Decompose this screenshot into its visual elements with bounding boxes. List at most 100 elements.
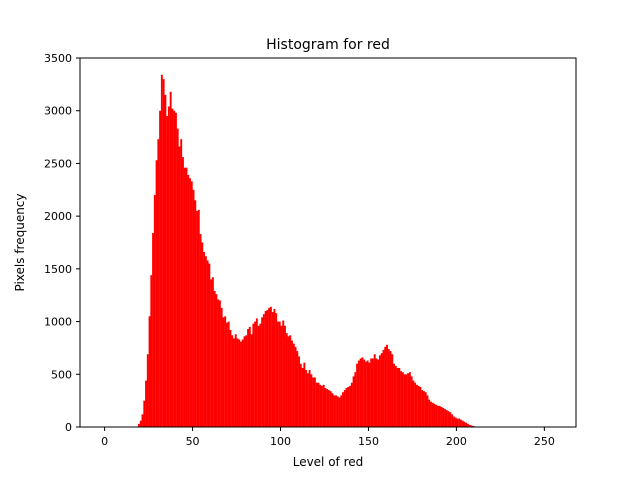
histogram-bar bbox=[440, 406, 443, 427]
histogram-bar bbox=[444, 409, 446, 427]
histogram-bar bbox=[428, 399, 431, 427]
histogram-bar bbox=[315, 382, 318, 427]
histogram-bar bbox=[266, 309, 269, 427]
histogram-bar bbox=[393, 363, 395, 427]
histogram-bar bbox=[371, 358, 374, 427]
histogram-bar bbox=[377, 359, 380, 427]
histogram-bar bbox=[155, 160, 158, 427]
histogram-bar bbox=[396, 367, 399, 427]
histogram-bar bbox=[178, 146, 181, 427]
axes-frame bbox=[79, 57, 577, 428]
histogram-bar bbox=[449, 412, 452, 427]
histogram-bar bbox=[157, 139, 160, 427]
histogram-bar bbox=[312, 377, 315, 427]
histogram-bar bbox=[394, 365, 397, 427]
histogram-bar bbox=[470, 425, 473, 427]
y-tick-label: 0 bbox=[65, 421, 72, 434]
histogram-bar bbox=[333, 395, 336, 427]
histogram-bar bbox=[197, 209, 200, 427]
histogram-bar bbox=[463, 421, 466, 427]
histogram-bar bbox=[407, 373, 410, 427]
histogram-bar bbox=[415, 384, 418, 427]
histogram-bar bbox=[164, 94, 167, 428]
histogram-bar bbox=[208, 263, 211, 427]
histogram-bar bbox=[422, 391, 425, 427]
histogram-bar bbox=[313, 377, 316, 427]
y-axis-ticks: 0 500 1000 1500 2000 2500 3000 3500 bbox=[44, 52, 80, 434]
histogram-bar bbox=[465, 422, 468, 427]
histogram-bar bbox=[331, 393, 334, 427]
histogram-bar bbox=[222, 317, 225, 427]
histogram-bar bbox=[299, 363, 302, 427]
histogram-bar bbox=[234, 334, 237, 427]
y-tick-label: 1500 bbox=[44, 263, 72, 276]
histogram-bar bbox=[335, 395, 337, 427]
histogram-bar bbox=[454, 417, 457, 427]
histogram-bar bbox=[174, 112, 177, 427]
histogram-bar bbox=[225, 322, 228, 427]
histogram-bar bbox=[468, 424, 471, 427]
histogram-bar bbox=[146, 354, 149, 427]
histogram-bar bbox=[206, 260, 209, 427]
histogram-bar bbox=[319, 384, 322, 427]
histogram-bar bbox=[456, 418, 459, 427]
histogram-bar bbox=[189, 178, 191, 427]
histogram-bar bbox=[419, 386, 422, 427]
histogram-bar bbox=[152, 233, 155, 427]
histogram-bar bbox=[386, 344, 388, 427]
histogram-bar bbox=[247, 328, 249, 427]
histogram-bar bbox=[233, 338, 235, 427]
histogram-bar bbox=[159, 110, 162, 428]
x-tick-label: 200 bbox=[446, 435, 467, 448]
histogram-bar bbox=[240, 341, 242, 427]
histogram-bar bbox=[173, 110, 176, 428]
histogram-bar bbox=[414, 382, 417, 427]
histogram-bar bbox=[382, 350, 385, 427]
histogram-bar bbox=[236, 338, 239, 427]
histogram-bar bbox=[412, 380, 415, 427]
histogram-bar bbox=[287, 336, 290, 427]
histogram-bar bbox=[431, 402, 434, 427]
histogram-bar bbox=[145, 380, 147, 427]
histogram-bar bbox=[273, 308, 276, 427]
histogram-bar bbox=[373, 354, 376, 427]
histogram-bar bbox=[366, 360, 369, 427]
histogram-bar bbox=[408, 372, 411, 427]
histogram-bar bbox=[379, 355, 381, 427]
histogram-bar bbox=[298, 356, 301, 427]
histogram-bar bbox=[229, 330, 232, 427]
chart-title: Histogram for red bbox=[266, 37, 390, 53]
histogram-bar bbox=[255, 318, 258, 427]
histogram-bar bbox=[160, 74, 163, 428]
histogram-bar bbox=[452, 416, 455, 427]
histogram-bars bbox=[138, 74, 482, 428]
x-tick-label: 250 bbox=[534, 435, 555, 448]
histogram-bar bbox=[389, 351, 392, 427]
histogram-bar bbox=[192, 189, 195, 427]
histogram-bar bbox=[231, 335, 234, 427]
histogram-bar bbox=[343, 390, 346, 427]
histogram-bar bbox=[350, 382, 353, 427]
histogram-bar bbox=[417, 385, 420, 427]
histogram-bar bbox=[445, 410, 448, 427]
x-tick-label: 50 bbox=[186, 435, 200, 448]
histogram-bar bbox=[357, 360, 360, 427]
histogram-bar bbox=[284, 325, 286, 427]
histogram-bar bbox=[162, 79, 165, 427]
histogram-bar bbox=[424, 392, 427, 427]
histogram-bar bbox=[356, 363, 359, 427]
histogram-bar bbox=[301, 367, 304, 427]
histogram-bar bbox=[361, 357, 364, 427]
histogram-bar bbox=[285, 333, 288, 427]
histogram-bar bbox=[169, 91, 172, 428]
histogram-bar bbox=[347, 386, 350, 427]
histogram-bar bbox=[433, 403, 436, 427]
histogram-bar bbox=[185, 167, 188, 427]
histogram-bar bbox=[305, 370, 308, 427]
histogram-bar bbox=[461, 420, 464, 427]
histogram-bar bbox=[437, 405, 439, 427]
histogram-bar bbox=[268, 307, 271, 427]
histogram-bar bbox=[459, 419, 462, 427]
histogram-bar bbox=[166, 115, 169, 428]
